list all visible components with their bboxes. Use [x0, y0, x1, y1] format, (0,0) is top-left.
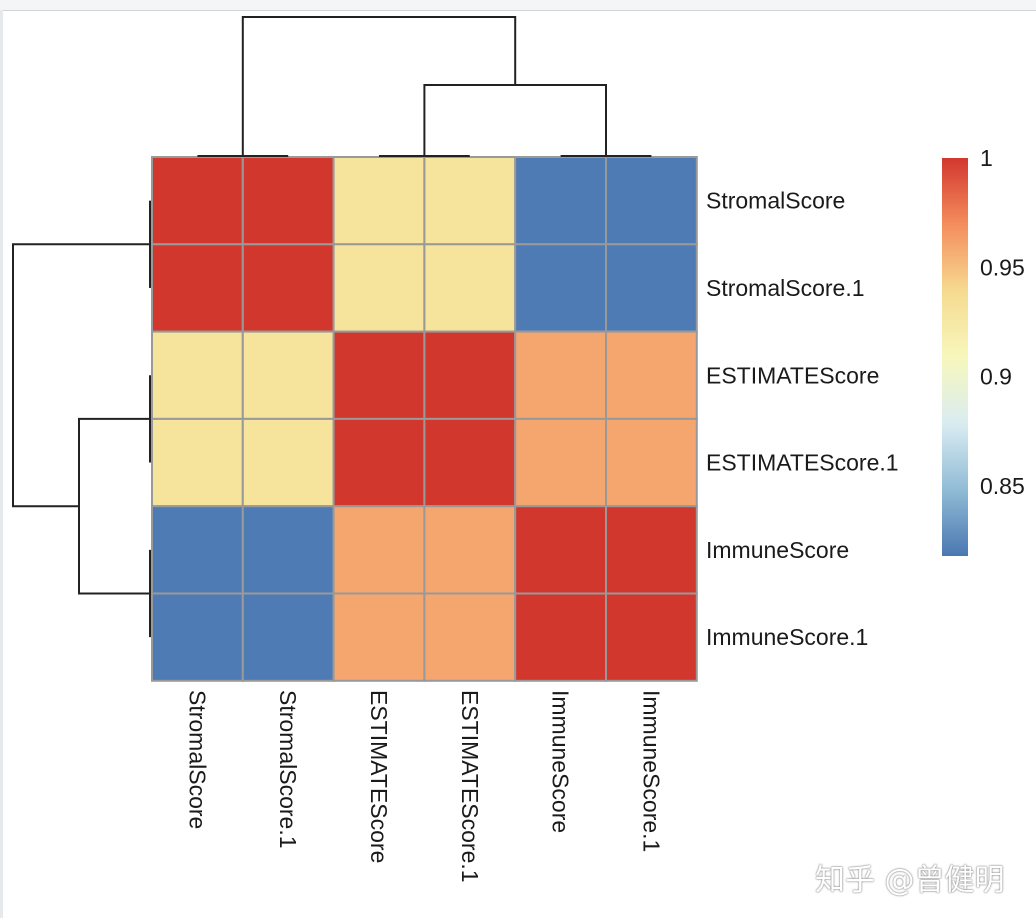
column-label: ESTIMATEScore: [366, 690, 392, 863]
row-label: StromalScore: [706, 188, 845, 214]
heatmap-cell: [423, 505, 517, 595]
heatmap-cell: [514, 243, 608, 333]
column-dendrogram-branch: [241, 16, 517, 156]
heatmap-cell: [332, 505, 426, 595]
heatmap-cell: [423, 592, 517, 682]
row-label: ESTIMATEScore: [706, 362, 879, 388]
heatmap-cell: [241, 592, 335, 682]
column-dendrogram-branch: [423, 84, 607, 156]
heatmap-cell: [241, 505, 335, 595]
column-label: StromalScore: [184, 690, 210, 829]
heatmap-cell: [605, 417, 698, 508]
column-label: ImmuneScore: [548, 690, 574, 833]
heatmap-cell: [151, 330, 244, 420]
row-label: ESTIMATEScore.1: [706, 450, 899, 476]
heatmap-cell: [241, 330, 335, 420]
heatmap-cell: [514, 330, 608, 420]
column-label: ImmuneScore.1: [638, 690, 664, 852]
row-dendrogram-branch: [78, 417, 150, 595]
heatmap-cell: [332, 156, 426, 246]
color-legend-bar: [942, 158, 968, 556]
heatmap-cell: [605, 505, 698, 595]
heatmap-cell: [605, 243, 698, 333]
heatmap-cell: [332, 330, 426, 420]
legend-tick-label: 0.95: [980, 254, 1025, 280]
column-label: StromalScore.1: [275, 690, 301, 849]
browser-toolbar: [0, 0, 1036, 11]
row-label: StromalScore.1: [706, 275, 865, 301]
heatmap-cell: [151, 505, 244, 595]
heatmap-cell: [332, 243, 426, 333]
heatmap-cell: [605, 156, 698, 246]
heatmap-cell: [332, 417, 426, 508]
heatmap-cell: [241, 417, 335, 508]
row-dendrogram-branch: [12, 243, 150, 508]
heatmap-cell: [514, 592, 608, 682]
heatmap-cell: [605, 592, 698, 682]
heatmap-cell: [514, 156, 608, 246]
window-edge: [0, 10, 3, 918]
heatmap-cell: [514, 505, 608, 595]
heatmap-cell: [151, 592, 244, 682]
heatmap-cell: [332, 592, 426, 682]
heatmap-cell: [151, 156, 244, 246]
heatmap-cell: [605, 330, 698, 420]
row-label: ImmuneScore.1: [706, 624, 868, 650]
heatmap-cell: [151, 417, 244, 508]
heatmap-cell: [423, 156, 517, 246]
watermark: 知乎 @曾健明: [815, 863, 1005, 898]
column-label: ESTIMATEScore.1: [457, 690, 483, 883]
heatmap-cell: [514, 417, 608, 508]
row-label: ImmuneScore: [706, 537, 849, 563]
legend-tick-label: 0.9: [980, 364, 1012, 390]
legend-tick-label: 1: [980, 145, 993, 171]
heatmap-cell: [423, 243, 517, 333]
heatmap-cell: [151, 243, 244, 333]
heatmap-cell: [423, 330, 517, 420]
heatmap-cell: [423, 417, 517, 508]
heatmap-cell: [241, 243, 335, 333]
legend-tick-label: 0.85: [980, 473, 1025, 499]
heatmap-cell: [241, 156, 335, 246]
